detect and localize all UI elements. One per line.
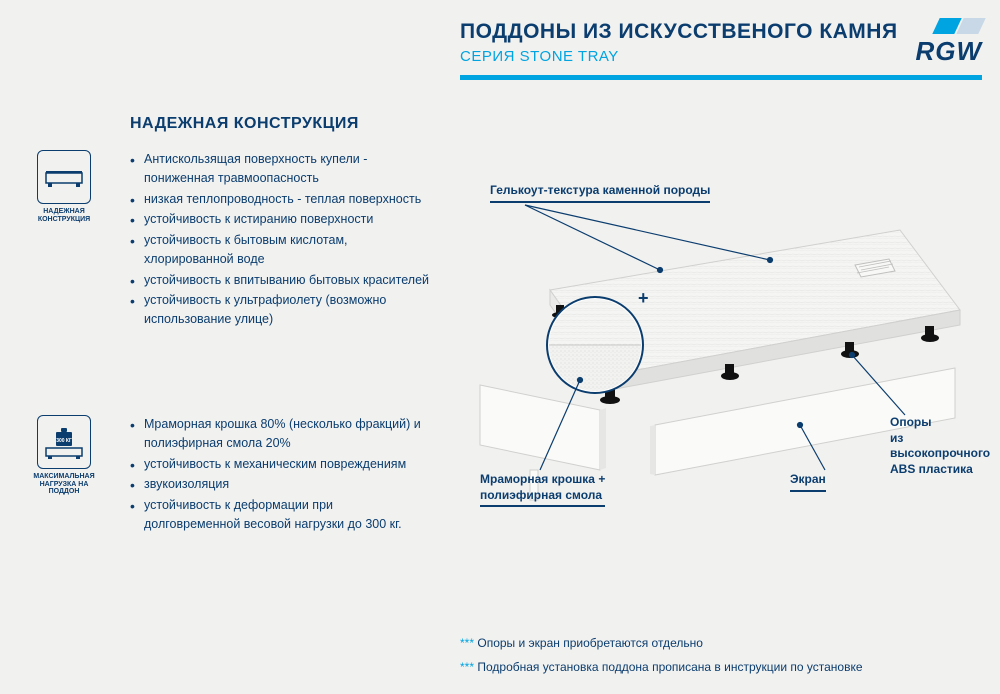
page-header: ПОДДОНЫ ИЗ ИСКУССТВЕНОГО КАМНЯ СЕРИЯ STO…: [460, 20, 980, 80]
footnote-item: *** Подробная установка поддона прописан…: [460, 660, 863, 674]
list-item: Мраморная крошка 80% (несколько фракций)…: [130, 415, 430, 453]
list-item: устойчивость к истиранию поверхности: [130, 210, 430, 229]
footnotes: *** Опоры и экран приобретаются отдельно…: [460, 626, 863, 674]
list-item: низкая теплопроводность - теплая поверхн…: [130, 190, 430, 209]
tray-section-icon: [42, 155, 86, 199]
feature-icon-construction: НАДЕЖНАЯ КОНСТРУКЦИЯ: [30, 150, 98, 223]
list-item: устойчивость к впитыванию бытовых красит…: [130, 271, 430, 290]
weight-badge: 300 КГ: [56, 438, 72, 444]
feature-list-1: Антискользящая поверхность купели - пони…: [130, 150, 430, 331]
list-item: устойчивость к механическим повреждениям: [130, 455, 430, 474]
list-item: Антискользящая поверхность купели - пони…: [130, 150, 430, 188]
weight-icon: 300 КГ: [42, 420, 86, 464]
zoom-plus-icon: +: [638, 288, 649, 309]
callout-gelcoat: Гелькоут-текстура каменной породы: [490, 183, 710, 203]
product-diagram: + Гелькоут-текстура каменной породы Мрам…: [460, 150, 980, 570]
feature-icon-load: 300 КГ МАКСИМАЛЬНАЯ НАГРУЗКА НА ПОДДОН: [30, 415, 98, 496]
section-title: НАДЕЖНАЯ КОНСТРУКЦИЯ: [130, 115, 359, 133]
page-subtitle: СЕРИЯ STONE TRAY: [460, 48, 980, 65]
list-item: звукоизоляция: [130, 475, 430, 494]
page-title: ПОДДОНЫ ИЗ ИСКУССТВЕНОГО КАМНЯ: [460, 20, 980, 44]
header-rule: [460, 75, 982, 80]
list-item: устойчивость к деформации при долговреме…: [130, 496, 430, 534]
list-item: устойчивость к бытовым кислотам, хлориро…: [130, 231, 430, 269]
callout-screen: Экран: [790, 472, 826, 492]
footnote-item: *** Опоры и экран приобретаются отдельно: [460, 636, 863, 650]
feature-list-2: Мраморная крошка 80% (несколько фракций)…: [130, 415, 430, 536]
list-item: устойчивость к ультрафиолету (возможно и…: [130, 291, 430, 329]
callout-supports: Опоры из высокопрочного ABS пластика: [890, 415, 990, 477]
callout-marble: Мраморная крошка + полиэфирная смола: [480, 472, 605, 507]
icon-caption: МАКСИМАЛЬНАЯ НАГРУЗКА НА ПОДДОН: [30, 473, 98, 496]
icon-caption: НАДЕЖНАЯ КОНСТРУКЦИЯ: [30, 208, 98, 223]
